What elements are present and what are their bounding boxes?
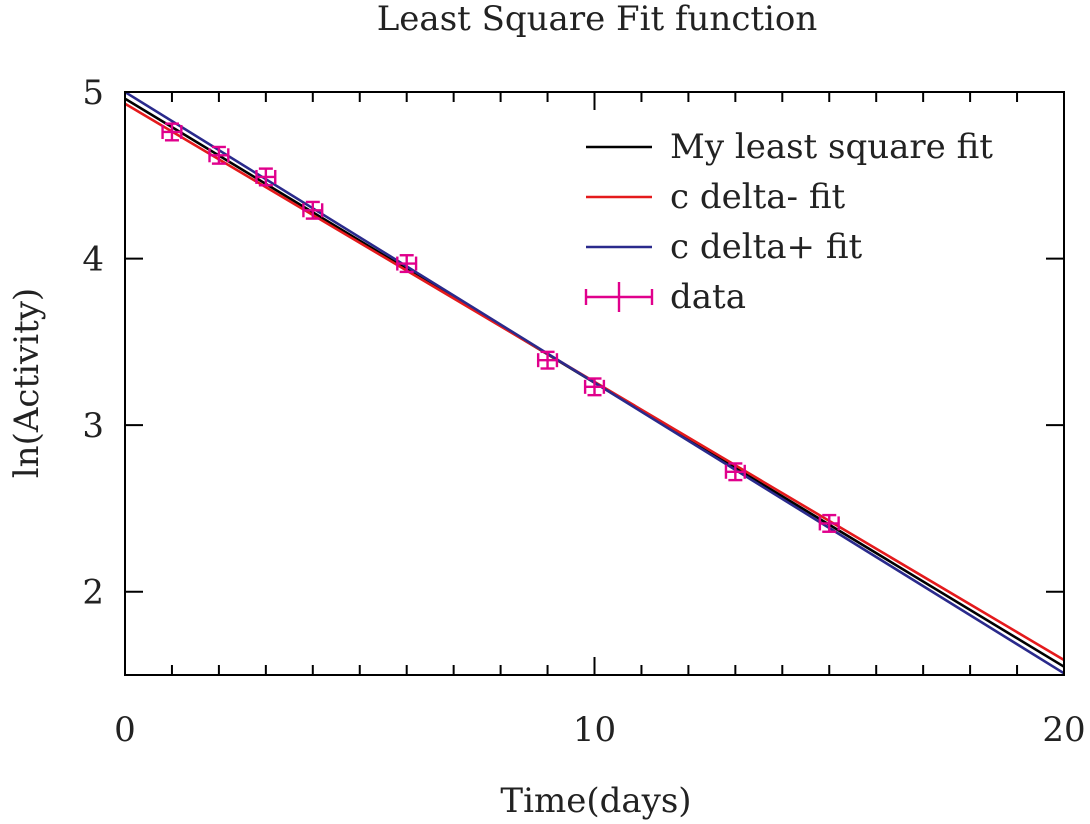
y-tick-label: 2 xyxy=(82,573,104,613)
x-tick-label: 20 xyxy=(1042,710,1085,750)
data-point xyxy=(208,145,230,165)
legend-label: c delta- fit xyxy=(670,177,846,217)
y-tick-label: 3 xyxy=(82,406,104,446)
data-point xyxy=(302,200,324,220)
legend-entry: c delta+ fit xyxy=(586,227,863,267)
chart-title: Least Square Fit function xyxy=(377,0,818,39)
data-point xyxy=(818,513,840,533)
y-tick-label: 5 xyxy=(82,73,104,113)
legend-label: My least square fit xyxy=(670,127,993,167)
x-tick-label: 10 xyxy=(573,710,616,750)
legend-entry: data xyxy=(584,277,746,317)
data-point xyxy=(583,377,606,397)
legend-label: c delta+ fit xyxy=(670,227,863,267)
data-point xyxy=(396,254,418,274)
data-points xyxy=(161,122,840,533)
x-tick-label: 0 xyxy=(114,710,136,750)
x-axis-label: Time(days) xyxy=(500,781,691,821)
legend-entry: My least square fit xyxy=(586,127,993,167)
data-point xyxy=(536,350,559,370)
y-tick-label: 4 xyxy=(82,240,104,280)
y-axis-label: ln(Activity) xyxy=(7,288,47,478)
data-point xyxy=(724,462,746,482)
legend-entry: c delta- fit xyxy=(586,177,846,217)
data-point xyxy=(255,167,277,187)
legend-label: data xyxy=(670,277,746,317)
data-point xyxy=(161,122,183,142)
legend: My least square fit c delta- fit c delta+ … xyxy=(584,127,993,317)
tick-labels: 0 10 20 2 3 4 5 xyxy=(82,73,1085,750)
axis-ticks xyxy=(124,91,1065,675)
